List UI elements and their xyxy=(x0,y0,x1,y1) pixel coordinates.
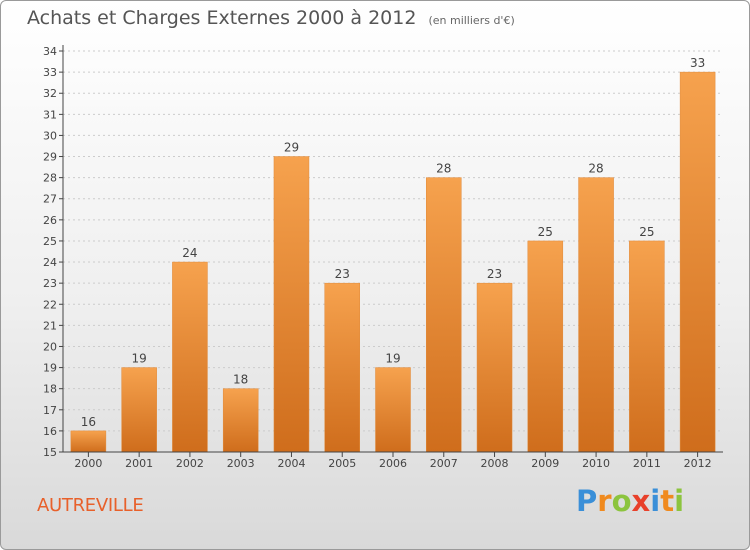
bar-2002[interactable] xyxy=(172,261,208,453)
y-tick-label: 18 xyxy=(43,383,57,396)
x-tick-label: 2004 xyxy=(277,457,305,470)
bar-2007[interactable] xyxy=(426,177,462,453)
chart-title-text: Achats et Charges Externes 2000 à 2012 xyxy=(27,7,417,29)
logo-letter: o xyxy=(611,484,632,518)
x-tick-label: 2010 xyxy=(582,457,610,470)
value-label: 23 xyxy=(487,267,502,281)
y-tick-label: 32 xyxy=(43,87,57,100)
y-tick-label: 23 xyxy=(43,277,57,290)
x-tick-label: 2000 xyxy=(74,457,102,470)
location-label: AUTREVILLE xyxy=(37,495,144,516)
value-label: 29 xyxy=(284,141,299,155)
bar-2011[interactable] xyxy=(629,240,665,453)
value-label: 33 xyxy=(690,56,705,70)
proxiti-logo[interactable]: Proxiti xyxy=(576,484,684,518)
axes: 15 16 17 18 19 20 21 22 23 24 25 26 27 28 29 30 31 32 33 34… xyxy=(43,45,723,470)
bar-2003[interactable] xyxy=(222,388,259,453)
y-tick-label: 17 xyxy=(43,404,57,417)
value-label: 16 xyxy=(81,415,96,429)
bar-2004[interactable] xyxy=(273,156,310,453)
x-tick-label: 2012 xyxy=(684,457,712,470)
bar-2010[interactable] xyxy=(578,177,614,453)
x-tick-label: 2003 xyxy=(227,457,255,470)
x-tick-label: 2008 xyxy=(481,457,509,470)
bar-2005[interactable] xyxy=(324,282,360,453)
x-tick-label: 2006 xyxy=(379,457,407,470)
y-tick-label: 19 xyxy=(43,362,57,375)
bars: 16 19 24 18 29 23 19 28 23 25 28 25 33 xyxy=(70,56,716,453)
bar-2009[interactable] xyxy=(527,240,564,453)
x-tick-label: 2011 xyxy=(633,457,661,470)
value-label: 24 xyxy=(182,246,197,260)
logo-letter: x xyxy=(631,484,651,518)
y-tick-label: 34 xyxy=(43,45,57,58)
x-tick-label: 2005 xyxy=(328,457,356,470)
x-tick-label: 2002 xyxy=(176,457,204,470)
bar-2008[interactable] xyxy=(476,282,513,453)
x-tick-label: 2009 xyxy=(531,457,559,470)
value-label: 19 xyxy=(385,352,400,366)
logo-letter: i xyxy=(650,484,661,518)
bar-2006[interactable] xyxy=(375,367,411,453)
y-tick-label: 29 xyxy=(43,151,57,164)
y-tick-label: 31 xyxy=(43,108,57,121)
logo-letter: r xyxy=(597,484,612,518)
x-tick-label: 2001 xyxy=(125,457,153,470)
y-tick-label: 33 xyxy=(43,66,57,79)
y-tick-label: 22 xyxy=(43,298,57,311)
value-label: 23 xyxy=(335,267,350,281)
logo-letter: t xyxy=(660,484,675,518)
logo-letter: P xyxy=(576,484,598,518)
value-label: 28 xyxy=(588,162,603,176)
logo-letter: i xyxy=(674,484,685,518)
value-label: 28 xyxy=(436,162,451,176)
value-label: 18 xyxy=(233,373,248,387)
value-label: 19 xyxy=(132,352,147,366)
y-tick-label: 16 xyxy=(43,425,57,438)
value-label: 25 xyxy=(538,225,553,239)
bar-2001[interactable] xyxy=(121,367,157,453)
chart-title: Achats et Charges Externes 2000 à 2012 (e… xyxy=(27,7,515,29)
y-tick-label: 30 xyxy=(43,129,57,142)
y-tick-label: 27 xyxy=(43,193,57,206)
y-tick-label: 25 xyxy=(43,235,57,248)
chart-unit: (en milliers d'€) xyxy=(428,14,515,27)
y-tick-label: 21 xyxy=(43,319,57,332)
y-tick-label: 24 xyxy=(43,256,57,269)
y-tick-label: 26 xyxy=(43,214,57,227)
value-label: 25 xyxy=(639,225,654,239)
bar-2012[interactable] xyxy=(679,71,716,453)
y-tick-label: 20 xyxy=(43,340,57,353)
x-tick-label: 2007 xyxy=(430,457,458,470)
y-tick-label: 28 xyxy=(43,172,57,185)
y-tick-label: 15 xyxy=(43,446,57,459)
bar-2000[interactable] xyxy=(70,430,107,453)
